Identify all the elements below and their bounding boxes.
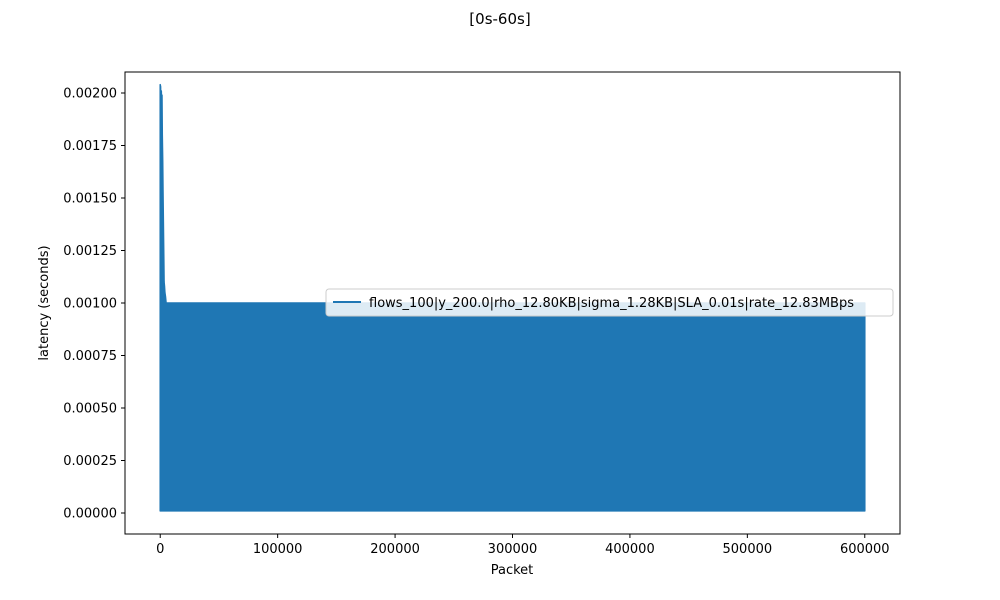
x-axis-label: Packet	[491, 563, 534, 578]
x-tick-label: 100000	[253, 542, 303, 557]
y-tick-label: 0.00175	[63, 139, 117, 154]
series-layer	[159, 83, 866, 512]
y-tick-label: 0.00100	[63, 297, 117, 312]
x-tick-label: 200000	[370, 542, 420, 557]
y-axis: 0.00000 0.00025 0.00050 0.00075 0.00100 0.001…	[63, 87, 125, 522]
x-tick-label: 0	[156, 542, 164, 557]
legend-label: flows_100|y_200.0|rho_12.80KB|sigma_1.28…	[369, 296, 854, 311]
x-tick-label: 400000	[605, 542, 655, 557]
y-tick-label: 0.00075	[63, 349, 117, 364]
legend: flows_100|y_200.0|rho_12.80KB|sigma_1.28…	[325, 288, 894, 317]
chart-title: [0s-60s]	[469, 10, 531, 28]
y-axis-label: latency (seconds)	[37, 245, 52, 360]
y-tick-label: 0.00150	[63, 192, 117, 207]
y-tick-label: 0.00200	[63, 87, 117, 102]
series-line-0	[159, 83, 866, 512]
x-tick-label: 600000	[840, 542, 890, 557]
x-axis: 0 100000 200000 300000 400000 500000 600000	[156, 534, 890, 557]
legend-box	[325, 288, 894, 317]
y-tick-label: 0.00000	[63, 507, 117, 522]
y-tick-label: 0.00025	[63, 454, 117, 469]
x-tick-label: 500000	[723, 542, 773, 557]
y-tick-label: 0.00050	[63, 402, 117, 417]
y-tick-label: 0.00125	[63, 244, 117, 259]
x-tick-label: 300000	[488, 542, 538, 557]
